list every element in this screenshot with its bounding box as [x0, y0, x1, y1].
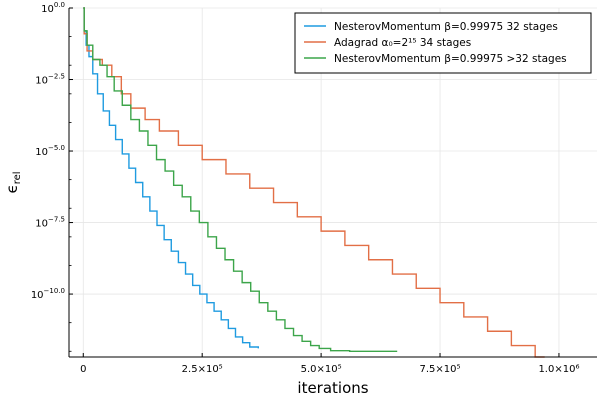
y-tick-label: 10−7.5 [35, 216, 65, 230]
legend: NesterovMomentum β=0.99975 32 stages Adag… [294, 12, 592, 74]
x-tick-label: 5.0×10⁵ [301, 364, 342, 375]
x-tick-label: 2.5×10⁵ [182, 364, 223, 375]
legend-box [294, 12, 592, 74]
y-tick-label: 100.0 [41, 1, 65, 15]
x-tick-label: 7.5×10⁵ [420, 364, 461, 375]
y-tick-label: 10−10.0 [31, 287, 65, 301]
axes [68, 7, 597, 358]
series-layer [83, 7, 545, 358]
y-tick-label: 10−2.5 [35, 73, 65, 87]
x-axis-label: iterations [297, 379, 368, 397]
series-line-3 [83, 7, 398, 352]
series-line-1 [83, 7, 260, 349]
legend-label-2: Adagrad α₀=2¹⁵ 34 stages [334, 37, 471, 49]
legend-label-3: NesterovMomentum β=0.99975 >32 stages [334, 53, 567, 65]
tick-labels: 0 2.5×10⁵ 5.0×10⁵ 7.5×10⁵ 1.0×10⁶ 100.0 10−2.5… [31, 1, 580, 375]
x-tick-label: 1.0×10⁶ [538, 364, 579, 375]
legend-label-1: NesterovMomentum β=0.99975 32 stages [334, 21, 558, 33]
y-tick-label: 10−5.0 [35, 144, 65, 158]
x-tick-label: 0 [80, 364, 86, 375]
y-axis-label: ϵrel [3, 171, 23, 193]
